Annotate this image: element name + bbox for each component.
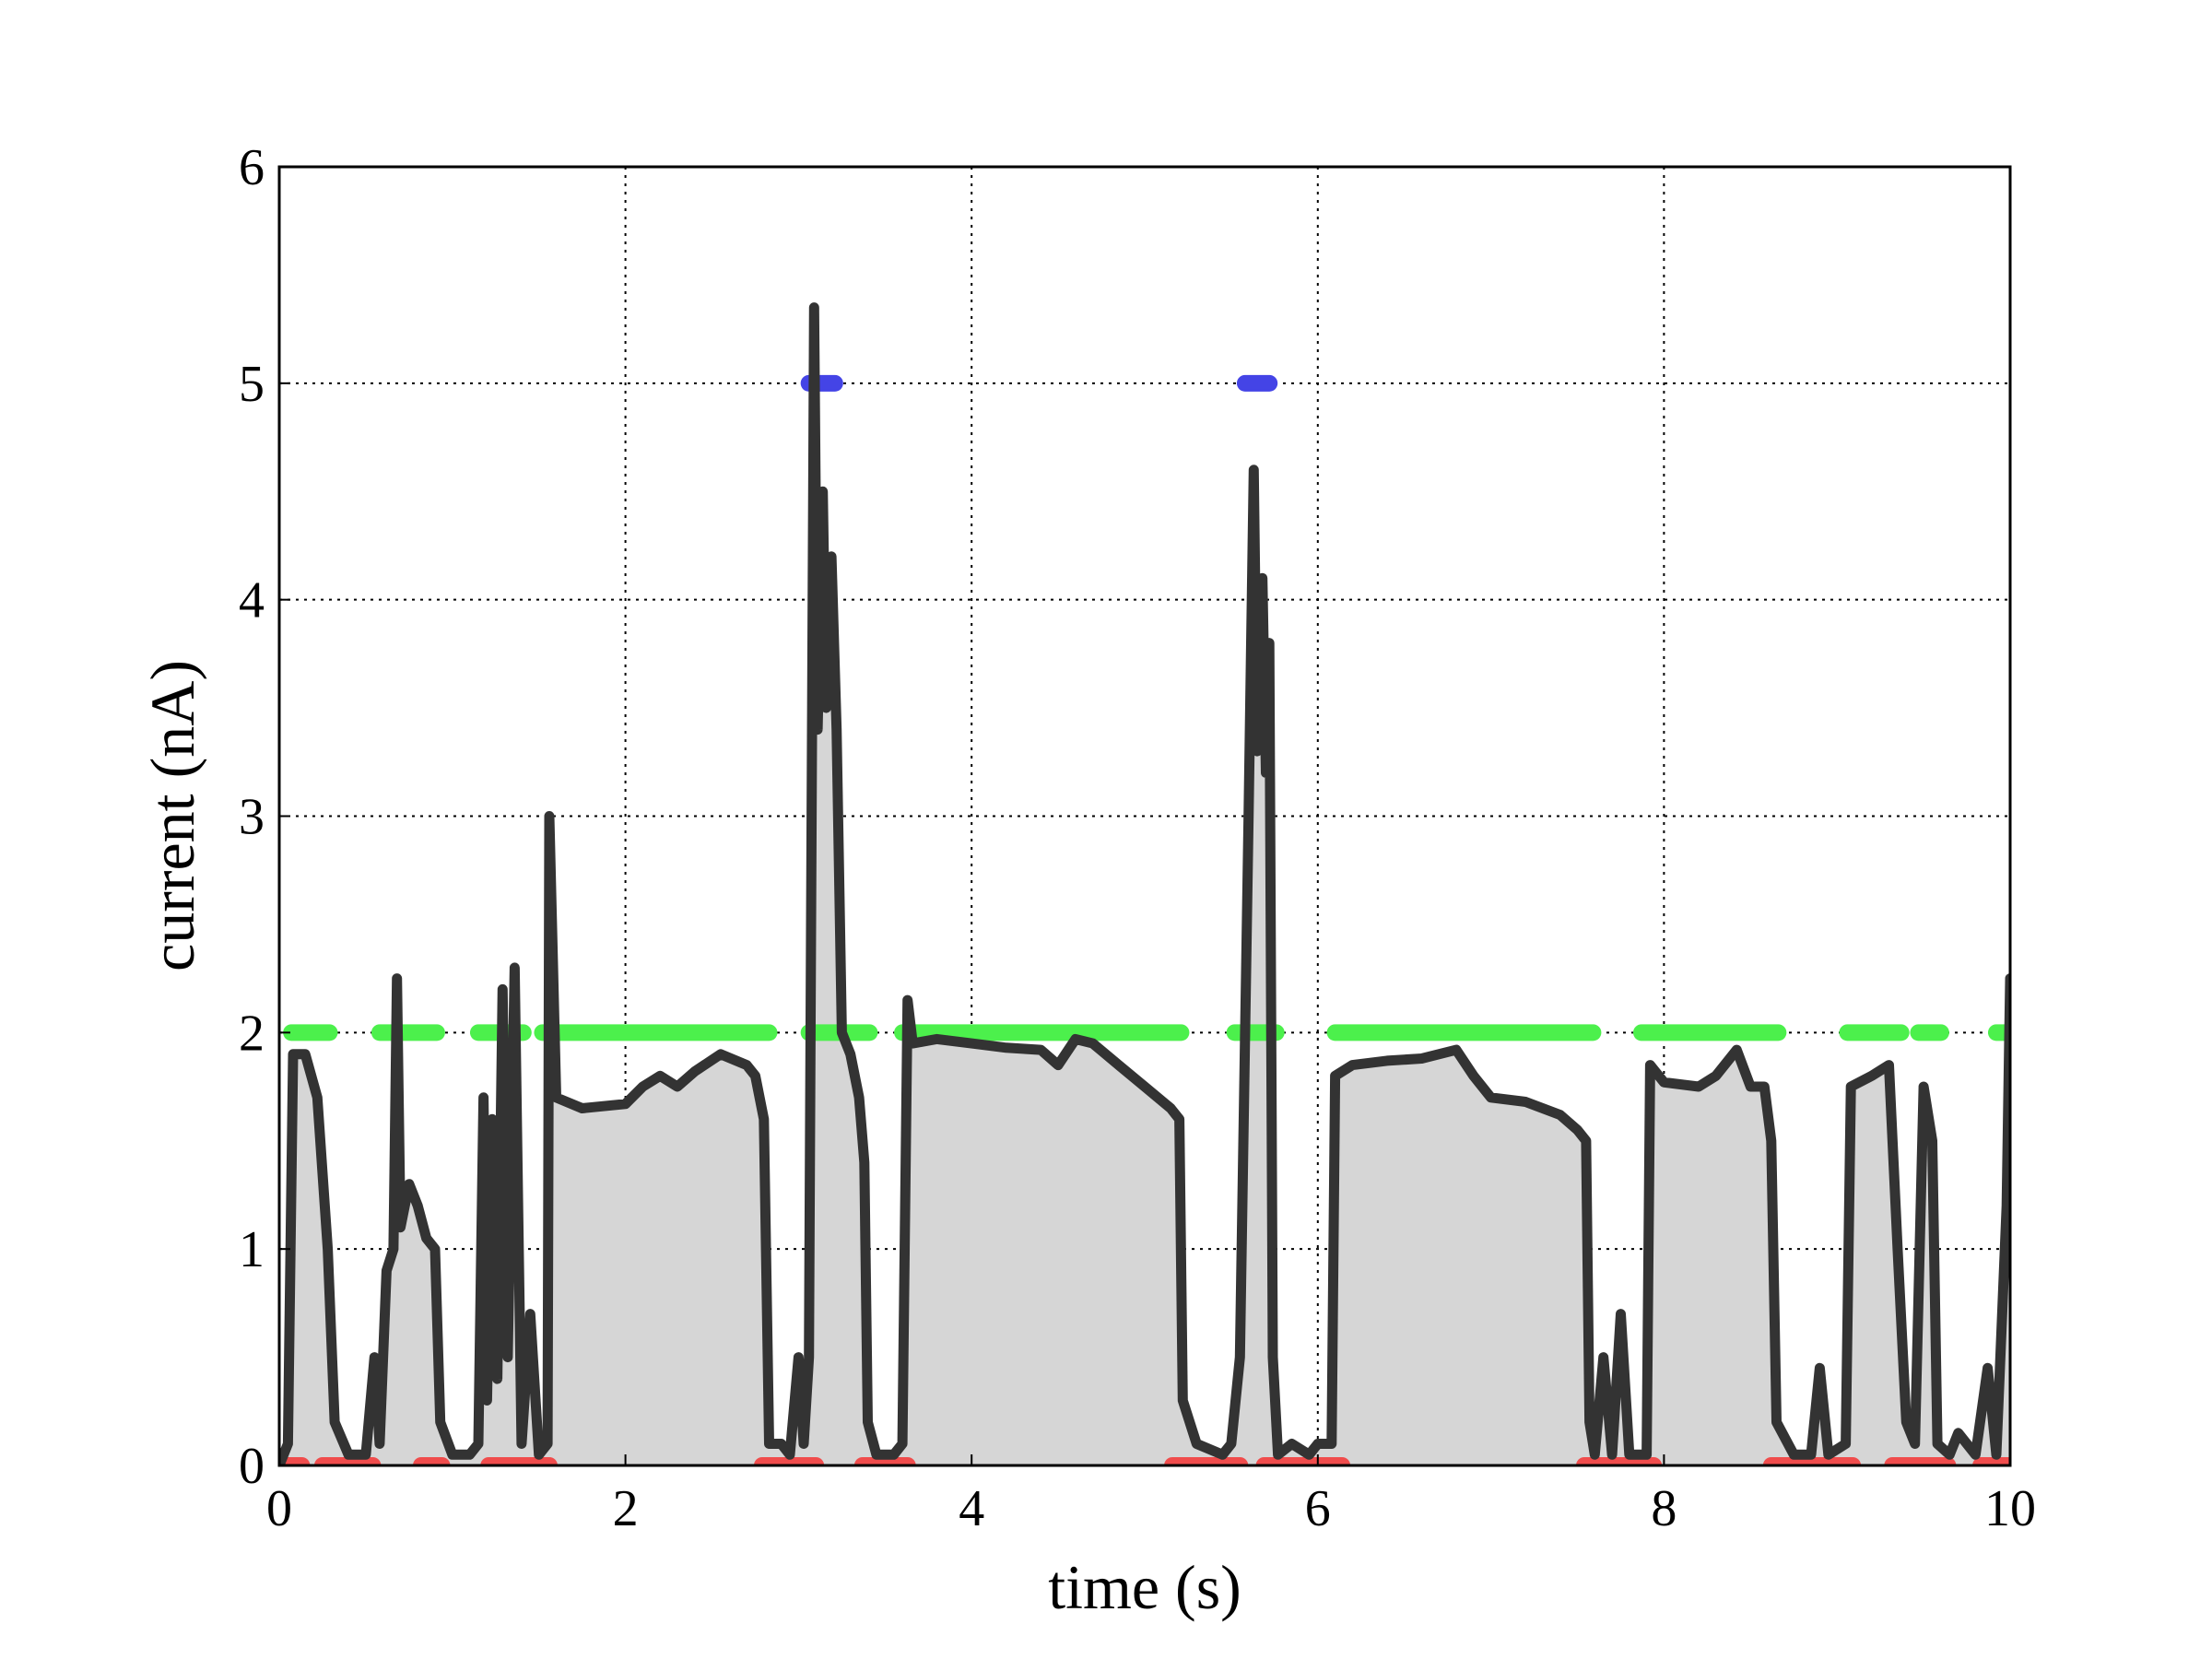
x-tick-label: 8 <box>1651 1480 1677 1537</box>
x-tick-label: 4 <box>959 1480 984 1537</box>
x-axis-label: time (s) <box>1048 1552 1241 1622</box>
y-tick-label: 5 <box>239 356 265 413</box>
x-tick-label: 6 <box>1305 1480 1331 1537</box>
area-fill <box>279 307 2010 1465</box>
tick-labels: 0 2 4 6 8 10 0 1 2 3 4 5 6 <box>239 139 2036 1537</box>
y-tick-label: 2 <box>239 1005 265 1062</box>
plot-area <box>279 302 2010 1465</box>
x-tick-label: 10 <box>1984 1480 2036 1537</box>
y-tick-label: 0 <box>239 1438 265 1495</box>
y-axis-label: current (nA) <box>137 660 207 971</box>
x-tick-label: 0 <box>266 1480 292 1537</box>
y-tick-label: 3 <box>239 789 265 846</box>
y-tick-label: 1 <box>239 1221 265 1278</box>
x-tick-label: 2 <box>613 1480 639 1537</box>
y-tick-label: 6 <box>239 139 265 196</box>
y-tick-label: 4 <box>239 572 265 629</box>
current-line <box>279 302 2010 1465</box>
